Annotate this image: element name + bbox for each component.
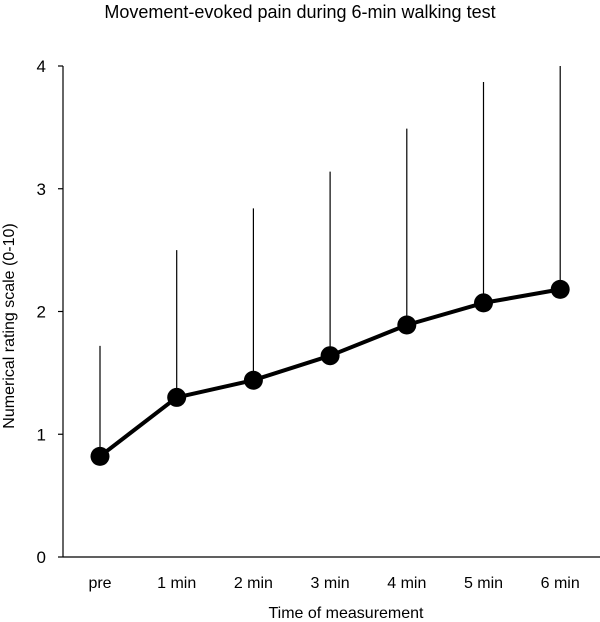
data-point (320, 346, 340, 366)
markers (90, 279, 570, 466)
y-tick-label: 4 (37, 57, 46, 76)
error-bars (99, 66, 561, 457)
data-point (474, 293, 493, 313)
x-tick-label: 5 min (464, 575, 503, 592)
data-point (90, 446, 110, 466)
chart-title: Movement-evoked pain during 6-min walkin… (104, 2, 496, 22)
data-point (550, 279, 570, 299)
data-point (397, 315, 417, 335)
y-tick-label: 0 (37, 548, 46, 567)
y-tick-label: 1 (37, 425, 46, 444)
x-axis-label: Time of measurement (268, 605, 424, 622)
y-tick-label: 2 (37, 303, 46, 322)
data-point (167, 387, 187, 407)
y-axis-label: Numerical rating scale (0-10) (1, 223, 18, 428)
axes (58, 65, 600, 558)
x-tick-label: 6 min (541, 575, 580, 592)
x-tick-label: pre (88, 575, 111, 592)
x-tick-label: 1 min (157, 575, 196, 592)
x-tick-label: 2 min (234, 575, 273, 592)
data-point (243, 370, 263, 390)
x-tick-label: 3 min (311, 575, 350, 592)
y-tick-label: 3 (37, 180, 46, 199)
tick-labels: 0 1 2 3 4 pre 1 min 2 min 3 min 4 min 5 min 6 min (37, 57, 580, 592)
x-tick-label: 4 min (387, 575, 426, 592)
